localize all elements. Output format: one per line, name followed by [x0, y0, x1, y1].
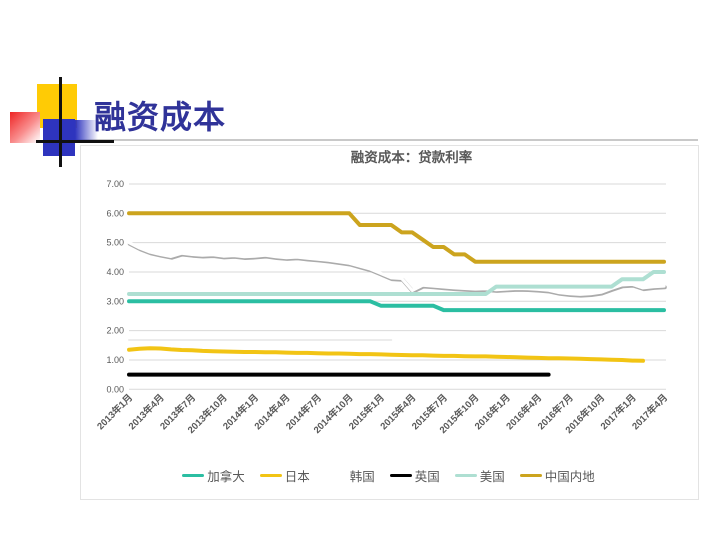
y-axis-tick-label: 1.00: [106, 355, 124, 365]
y-axis-tick-label: 5.00: [106, 238, 124, 248]
y-axis-tick-label: 2.00: [106, 326, 124, 336]
chart-title: 融资成本：贷款利率: [351, 149, 473, 166]
y-axis-tick-label: 0.00: [106, 384, 124, 394]
loan-rate-chart: 0.00 1.00 2.00 3.00 4.00 5.00 6.00 7.00 2013年1月 2…: [80, 145, 699, 500]
series-line-usa: [127, 270, 666, 296]
legend-label-japan: 日本: [284, 470, 310, 484]
legend-swatch-canada: [182, 473, 205, 478]
legend-item-south-korea: 韩国: [324, 466, 375, 485]
legend-item-canada: 加拿大: [182, 466, 245, 485]
decoration-red-square: [10, 112, 40, 143]
loan-rate-chart-svg: 0.001.002.003.004.005.006.007.002013年1月2…: [95, 149, 671, 436]
legend-swatch-uk: [389, 473, 412, 478]
y-axis-tick-label: 3.00: [106, 296, 124, 306]
legend-label-uk: 英国: [414, 470, 440, 484]
y-axis-tick-label: 7.00: [106, 179, 124, 189]
legend-swatch-japan: [259, 473, 282, 478]
y-axis-tick-label: 6.00: [106, 208, 124, 218]
decoration-blue-fade: [75, 120, 98, 141]
legend-item-usa: 美国: [454, 466, 505, 485]
legend-item-uk: 英国: [389, 466, 440, 485]
series-line-south-korea: [127, 240, 666, 296]
legend-swatch-china: [519, 473, 542, 478]
series-line-japan: [127, 346, 645, 363]
legend-item-japan: 日本: [259, 466, 310, 485]
slide-title: 融资成本: [94, 98, 227, 136]
decoration-cross-horizontal-line: [36, 140, 114, 143]
chart-legend: 加拿大 日本 韩国 英国 美国 中国内地: [81, 466, 696, 485]
series-line-canada: [127, 299, 666, 313]
legend-swatch-south-korea: [324, 473, 347, 478]
series-line-china: [127, 211, 666, 264]
decoration-cross-vertical-line: [59, 77, 62, 167]
legend-label-canada: 加拿大: [207, 470, 245, 484]
legend-item-china: 中国内地: [519, 466, 595, 485]
legend-label-china: 中国内地: [544, 470, 595, 484]
legend-label-south-korea: 韩国: [349, 470, 375, 484]
legend-label-usa: 美国: [479, 470, 505, 484]
header-rule: [45, 139, 698, 141]
y-axis-tick-label: 4.00: [106, 267, 124, 277]
legend-swatch-usa: [454, 473, 477, 478]
